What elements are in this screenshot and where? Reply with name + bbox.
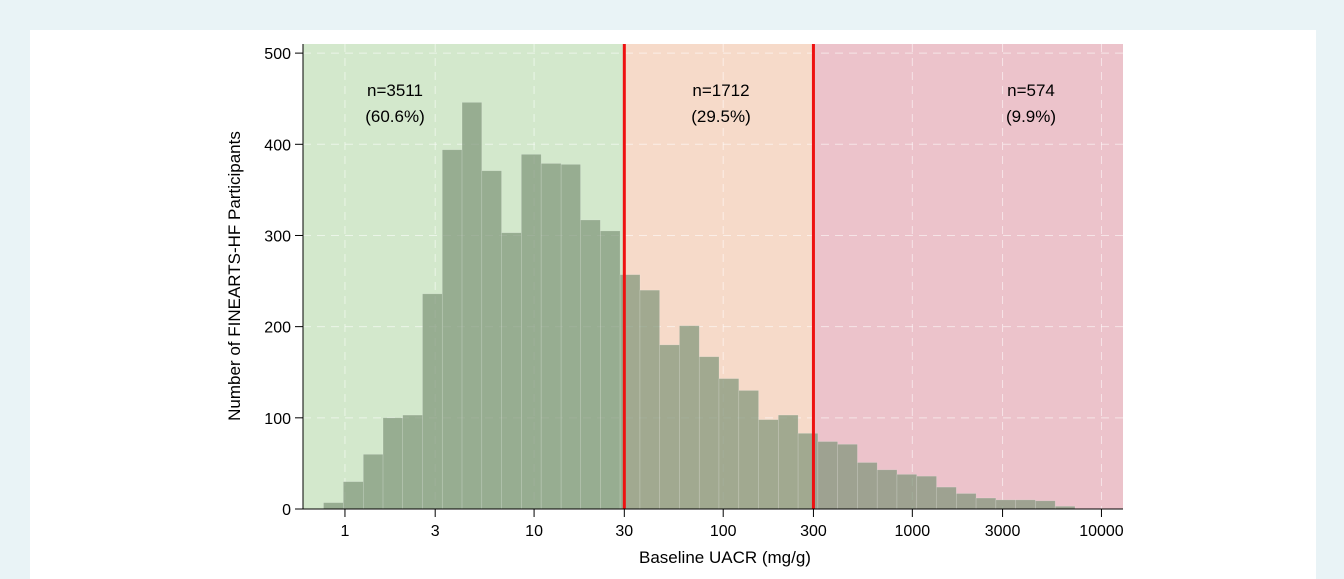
histogram-bars <box>323 102 1076 510</box>
y-tick-label: 500 <box>264 46 291 63</box>
x-tick-label: 3 <box>431 523 440 540</box>
x-tick-label: 1000 <box>895 523 931 540</box>
histogram-bar <box>540 163 562 510</box>
region-percent-label: (60.6%) <box>365 107 425 126</box>
uacr-histogram-chart: 0 100 200 300 400 500 1 3 10 30 100 300 1000 3000 1000… <box>225 44 1124 567</box>
histogram-bar <box>916 475 937 510</box>
region-n-label: n=574 <box>1007 81 1055 100</box>
histogram-bar <box>342 481 364 510</box>
y-axis-title: Number of FINEARTS-HF Participants <box>225 131 244 421</box>
histogram-bar <box>639 289 660 510</box>
x-tick-label: 100 <box>710 523 737 540</box>
y-tick-label: 400 <box>264 137 291 154</box>
histogram-bar <box>362 453 384 510</box>
x-tick-label: 3000 <box>985 523 1021 540</box>
histogram-bar <box>323 502 344 510</box>
region-annotations: n=3511 (60.6%) n=1712 (29.5%) n=574 (9.9%) <box>365 81 1056 126</box>
axes: 0 100 200 300 400 500 1 3 10 30 100 300 1000 3000 1000… <box>264 44 1124 540</box>
histogram-bar <box>837 443 858 510</box>
histogram-bar <box>521 154 542 510</box>
region-percent-label: (29.5%) <box>691 107 751 126</box>
histogram-bar <box>975 497 997 510</box>
figure-panel: 0 100 200 300 400 500 1 3 10 30 100 300 1000 3000 1000… <box>30 30 1316 579</box>
histogram-bar <box>481 170 502 510</box>
histogram-bar <box>422 293 443 510</box>
histogram-bar <box>698 356 720 510</box>
region-band-3 <box>813 44 1123 509</box>
uacr-cutoff-lines <box>622 44 815 509</box>
y-tick-label: 0 <box>282 502 291 519</box>
histogram-bar <box>876 469 898 510</box>
histogram-bar <box>738 390 759 510</box>
histogram-bar <box>441 149 463 510</box>
histogram-bar <box>580 219 601 510</box>
x-tick-label: 10 <box>525 523 543 540</box>
x-tick-label: 30 <box>615 523 633 540</box>
histogram-bar <box>718 378 740 510</box>
histogram-bar <box>758 419 779 510</box>
y-tick-label: 100 <box>264 411 291 428</box>
histogram-bar <box>995 499 1016 510</box>
histogram-bar <box>461 102 483 510</box>
histogram-bar <box>778 414 799 510</box>
histogram-bar <box>1035 500 1056 510</box>
histogram-bar <box>600 230 621 510</box>
histogram-bar <box>936 486 957 510</box>
histogram-bar <box>402 414 423 510</box>
histogram-bar <box>817 441 838 510</box>
x-axis-title: Baseline UACR (mg/g) <box>639 548 811 567</box>
x-tick-label: 1 <box>341 523 350 540</box>
histogram-bar <box>501 232 522 510</box>
histogram-bar <box>896 474 918 510</box>
histogram-bar <box>857 462 878 510</box>
region-n-label: n=3511 <box>367 81 423 100</box>
region-n-label: n=1712 <box>692 81 749 100</box>
histogram-bar <box>560 164 581 510</box>
x-tick-label: 300 <box>800 523 827 540</box>
histogram-bar <box>679 325 700 510</box>
region-percent-label: (9.9%) <box>1006 107 1056 126</box>
y-tick-label: 200 <box>264 320 291 337</box>
histogram-bar <box>382 417 404 510</box>
histogram-bar <box>1015 499 1036 510</box>
histogram-bar <box>956 493 977 510</box>
x-tick-label: 10000 <box>1079 523 1124 540</box>
histogram-bar <box>659 344 680 510</box>
y-tick-label: 300 <box>264 228 291 245</box>
